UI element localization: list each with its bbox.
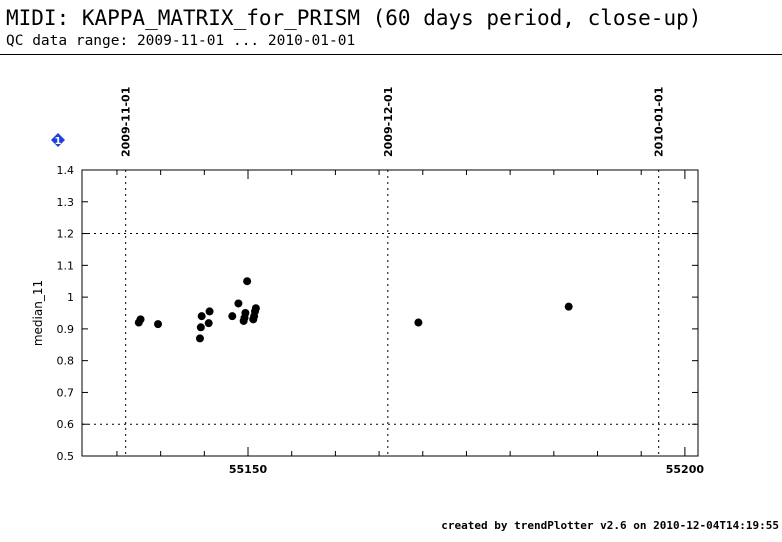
data-point [228, 312, 237, 321]
info-badge[interactable]: 1 [51, 133, 65, 147]
x-tick-label: 55200 [666, 463, 705, 476]
y-tick-label: 1 [67, 291, 74, 304]
data-point [205, 307, 214, 316]
qc-data-range: QC data range: 2009-11-01 ... 2010-01-01 [6, 33, 356, 49]
header-divider [0, 54, 782, 55]
data-point [241, 309, 250, 317]
x-tick-label: 55150 [229, 463, 268, 476]
data-point [243, 277, 252, 286]
data-point [414, 318, 423, 327]
data-point [195, 334, 204, 343]
data-point [197, 312, 206, 321]
data-point [204, 319, 213, 328]
plot-frame [81, 169, 699, 457]
y-tick-label: 0.5 [57, 450, 75, 463]
date-marker-label: 2009-11-01 [120, 87, 133, 157]
y-tick-label: 1.3 [57, 196, 75, 209]
data-point [196, 323, 205, 332]
footer-credit: created by trendPlotter v2.6 on 2010-12-… [441, 519, 779, 532]
y-tick-label: 1.2 [57, 228, 75, 241]
date-marker-label: 2009-12-01 [382, 87, 395, 157]
y-tick-label: 1.1 [57, 259, 75, 272]
y-tick-label: 1.4 [57, 164, 75, 177]
y-tick-label: 0.9 [57, 323, 75, 336]
diamond-icon [51, 133, 65, 147]
y-tick-label: 0.7 [57, 386, 75, 399]
date-marker-label: 2010-01-01 [653, 87, 666, 157]
data-point [136, 315, 145, 324]
badge-label: 1 [55, 136, 62, 147]
chart-title: MIDI: KAPPA_MATRIX_for_PRISM (60 days pe… [6, 6, 702, 30]
data-point [234, 299, 243, 308]
data-point [154, 320, 163, 329]
y-tick-label: 0.6 [57, 418, 75, 431]
data-point [251, 304, 260, 313]
y-tick-label: 0.8 [57, 355, 75, 368]
data-point [564, 302, 573, 311]
y-axis-label: median_11 [31, 280, 45, 346]
